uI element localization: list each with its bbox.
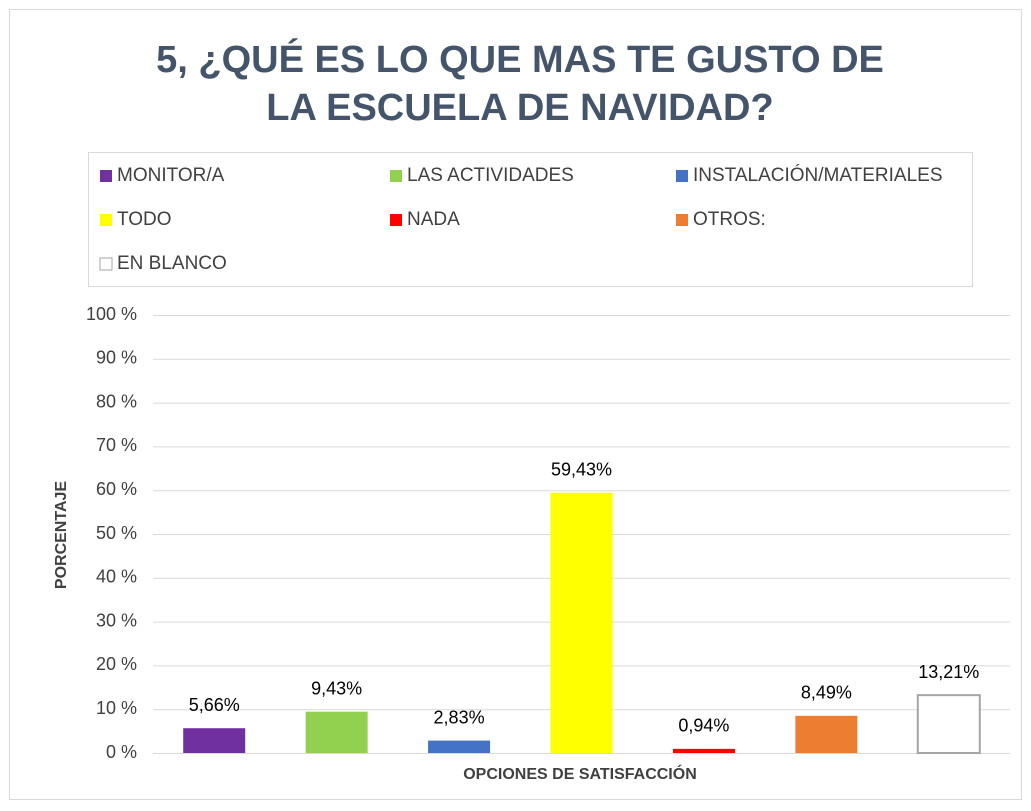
y-tick-label: 70 %: [96, 435, 137, 455]
x-axis-label: OPCIONES DE SATISFACCIÓN: [463, 764, 697, 783]
bar: [672, 748, 735, 753]
bar: [795, 715, 858, 753]
chart-frame: [9, 9, 1022, 800]
legend-swatch: [676, 214, 688, 226]
y-tick-label: 50 %: [96, 523, 137, 543]
legend-label: OTROS:: [693, 209, 766, 230]
value-label: 59,43%: [551, 459, 612, 479]
y-tick-label: 80 %: [96, 391, 137, 411]
legend-label: MONITOR/A: [117, 165, 225, 186]
y-tick-label: 60 %: [96, 479, 137, 499]
legend-label: LAS ACTIVIDADES: [407, 165, 574, 186]
y-tick-label: 100 %: [86, 304, 137, 324]
y-tick-label: 30 %: [96, 610, 137, 630]
y-axis-label: PORCENTAJE: [53, 481, 70, 589]
value-label: 13,21%: [918, 662, 979, 682]
legend-swatch: [99, 257, 113, 271]
y-tick-label: 40 %: [96, 567, 137, 587]
value-label: 0,94%: [678, 716, 729, 736]
value-label: 9,43%: [311, 678, 362, 698]
legend-swatch: [100, 170, 112, 182]
chart-title: 5, ¿QUÉ ES LO QUE MAS TE GUSTO DE LA ESC…: [156, 39, 884, 129]
value-label: 8,49%: [801, 683, 852, 703]
legend-label: EN BLANCO: [117, 253, 227, 274]
value-label: 2,83%: [434, 707, 485, 727]
bar: [550, 492, 613, 753]
bar: [428, 740, 491, 753]
legend-swatch: [390, 214, 402, 226]
value-label: 5,66%: [189, 695, 240, 715]
y-tick-label: 0 %: [106, 742, 137, 762]
bar: [183, 728, 246, 753]
legend-label: INSTALACIÓN/MATERIALES: [693, 164, 943, 186]
legend-swatch: [100, 214, 112, 226]
legend-label: TODO: [117, 209, 172, 230]
bar: [916, 694, 981, 754]
legend-label: NADA: [407, 209, 460, 230]
y-tick-label: 10 %: [96, 698, 137, 718]
legend-box: [88, 152, 973, 287]
bar: [305, 711, 368, 753]
y-tick-label: 90 %: [96, 348, 137, 368]
y-tick-label: 20 %: [96, 654, 137, 674]
legend-swatch: [676, 170, 688, 182]
legend-swatch: [390, 170, 402, 182]
